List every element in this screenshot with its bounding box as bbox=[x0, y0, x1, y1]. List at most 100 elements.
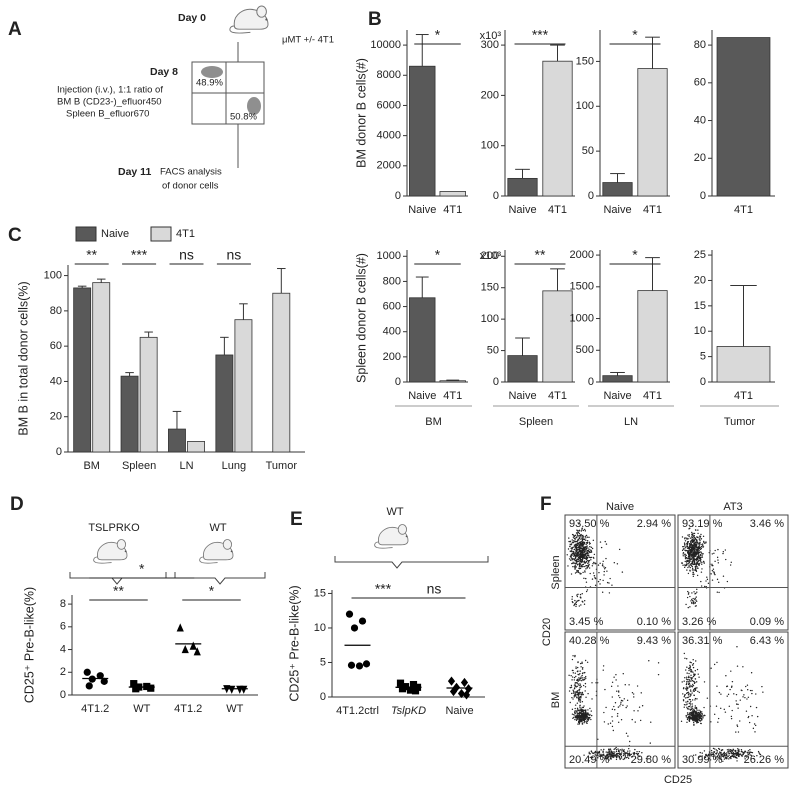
flow-event bbox=[620, 699, 623, 702]
flow-event bbox=[742, 696, 744, 698]
flow-event bbox=[694, 563, 696, 566]
chart: 0 20 40 60 80 100 BM Spleen LN Lung Tumor BM B in t… bbox=[16, 226, 305, 472]
flow-event bbox=[578, 678, 580, 681]
flow-event bbox=[582, 693, 584, 696]
flow-event bbox=[696, 559, 698, 562]
flow-event bbox=[693, 687, 696, 690]
flow-event bbox=[738, 750, 740, 752]
flow-event bbox=[684, 693, 686, 696]
flow-event bbox=[580, 604, 582, 606]
flow-event bbox=[574, 548, 576, 550]
flow-event bbox=[590, 546, 593, 549]
flow-event bbox=[576, 544, 579, 547]
flow-event bbox=[600, 546, 603, 549]
plot-frame bbox=[564, 631, 676, 769]
flow-event bbox=[576, 693, 578, 696]
flow-event bbox=[568, 558, 571, 560]
flow-event bbox=[578, 688, 581, 691]
flow-event bbox=[573, 535, 576, 537]
flow-event bbox=[689, 667, 691, 669]
flow-event bbox=[689, 664, 691, 667]
flow-event bbox=[572, 689, 574, 691]
flow-event bbox=[701, 718, 703, 721]
flow-event bbox=[598, 752, 601, 754]
flow-event bbox=[695, 549, 697, 552]
flow-event bbox=[579, 683, 581, 685]
quadrant-percent: 3.26 % bbox=[682, 616, 716, 628]
flow-event bbox=[714, 757, 717, 760]
group-label: Tumor bbox=[724, 416, 756, 428]
flow-event bbox=[581, 723, 584, 725]
flow-event bbox=[572, 655, 574, 657]
point bbox=[176, 623, 184, 632]
flow-event bbox=[584, 690, 586, 692]
flow-event bbox=[696, 698, 698, 700]
quadrant-percent: 0.10 % bbox=[637, 616, 671, 628]
flow-event bbox=[688, 679, 690, 681]
flow-event bbox=[734, 752, 737, 755]
flow-event bbox=[588, 536, 590, 539]
flow-event bbox=[690, 712, 693, 715]
flow-event bbox=[686, 678, 689, 681]
flow-event bbox=[701, 556, 704, 558]
flow-event bbox=[574, 558, 576, 561]
significance-label: *** bbox=[375, 581, 392, 597]
flow-event bbox=[683, 564, 686, 566]
flow-event bbox=[624, 684, 626, 686]
flow-event bbox=[580, 694, 583, 696]
flow-event bbox=[711, 569, 714, 572]
point bbox=[358, 617, 367, 625]
flow-event bbox=[695, 714, 698, 717]
flow-event bbox=[574, 704, 577, 706]
flow-event bbox=[693, 546, 695, 549]
flow-event bbox=[722, 575, 725, 577]
flow-event bbox=[716, 661, 718, 664]
flow-event bbox=[584, 551, 586, 553]
flow-event bbox=[585, 715, 587, 718]
flow-event bbox=[598, 571, 600, 574]
flow-event bbox=[581, 593, 583, 595]
point bbox=[462, 690, 471, 700]
flow-event bbox=[586, 551, 588, 553]
flow-event bbox=[700, 556, 702, 559]
flow-event bbox=[630, 756, 633, 758]
flow-event bbox=[731, 752, 734, 755]
flow-event bbox=[692, 683, 694, 686]
row-label: BM bbox=[550, 692, 562, 709]
flow-event bbox=[588, 541, 591, 544]
flow-event bbox=[603, 574, 605, 576]
flow-event bbox=[580, 550, 582, 553]
flow-event bbox=[717, 562, 720, 564]
y-axis-label: BM donor B cells(#) bbox=[354, 58, 368, 168]
flow-event bbox=[754, 724, 757, 727]
flow-event bbox=[586, 566, 588, 569]
flow-event bbox=[687, 606, 689, 609]
x-tick-label: Spleen bbox=[122, 460, 156, 472]
flow-event bbox=[568, 690, 571, 692]
flow-event bbox=[580, 540, 582, 543]
flow-event bbox=[686, 689, 688, 692]
flow-event bbox=[582, 714, 585, 717]
flow-event bbox=[718, 591, 720, 594]
flow-event bbox=[695, 605, 697, 607]
flow-event bbox=[690, 540, 692, 542]
y-tick-label: 0 bbox=[320, 691, 326, 703]
flow-event bbox=[722, 552, 724, 555]
flow-event bbox=[691, 705, 694, 707]
flow-event bbox=[575, 563, 578, 565]
flow-event bbox=[603, 721, 606, 723]
flow-event bbox=[694, 689, 697, 692]
flow-event bbox=[580, 533, 582, 536]
bar bbox=[716, 346, 771, 383]
flow-event bbox=[701, 555, 703, 557]
flow-event bbox=[701, 561, 703, 564]
flow-event bbox=[578, 537, 581, 540]
flow-event bbox=[634, 757, 637, 759]
flow-event bbox=[579, 673, 581, 675]
flow-event bbox=[725, 675, 727, 677]
flow-event bbox=[582, 546, 585, 548]
flow-event bbox=[612, 754, 615, 756]
flow-event bbox=[573, 694, 576, 697]
flow-event bbox=[582, 554, 584, 556]
